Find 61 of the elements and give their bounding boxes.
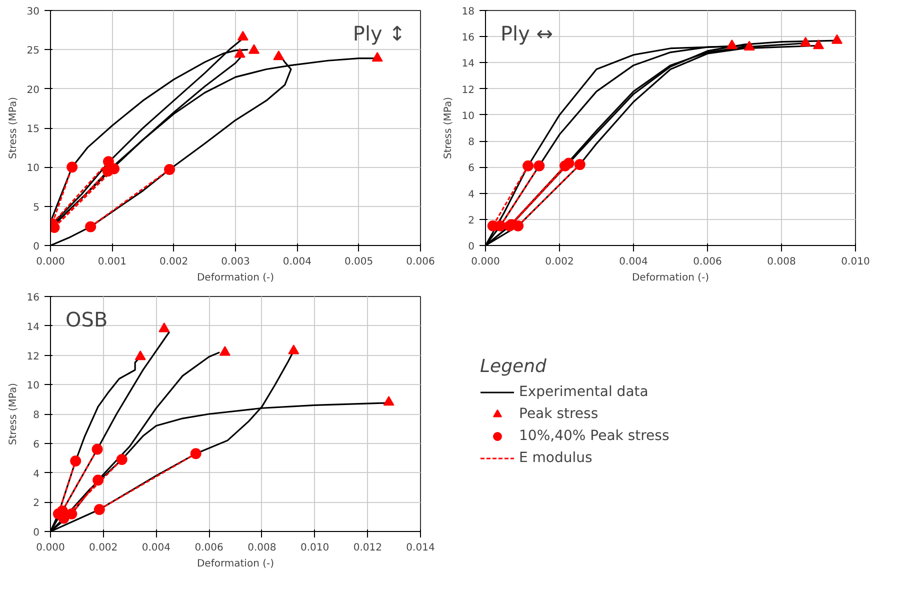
y-tick-label: 25 — [26, 46, 40, 57]
x-tick-label: 0.008 — [767, 256, 796, 268]
y-axis-title: Stress (MPa) — [442, 96, 454, 160]
y-tick-label: 6 — [468, 163, 475, 174]
x-tick-label: 0.004 — [282, 256, 312, 268]
x-axis-title: Deformation (-) — [196, 272, 274, 284]
annotation: OSB — [66, 308, 108, 332]
x-tick-label: 0.008 — [248, 542, 276, 554]
legend-label: Peak stress — [519, 406, 598, 422]
y-tick-label: 18 — [462, 6, 475, 18]
x-tick-label: 0.006 — [406, 256, 435, 268]
x-tick-label: 0.004 — [142, 542, 171, 554]
y-tick-label: 0 — [33, 528, 40, 538]
y-tick-label: 16 — [462, 32, 475, 44]
x-tick-label: 0.006 — [693, 256, 722, 268]
x-tick-label: 0.004 — [619, 256, 648, 268]
y-tick-label: 0 — [468, 242, 475, 252]
y-tick-label: 2 — [33, 498, 40, 510]
y-tick-label: 15 — [26, 124, 40, 135]
x-tick-label: 0.002 — [160, 256, 188, 268]
y-tick-label: 4 — [33, 468, 40, 480]
x-tick-label: 0.014 — [406, 542, 435, 554]
annotation: Ply ↕ — [352, 22, 406, 46]
y-axis-title: Stress (MPa) — [8, 96, 19, 160]
y-tick-label: 8 — [468, 137, 475, 148]
x-tick-label: 0.010 — [841, 256, 870, 268]
legend-title: Legend — [480, 356, 548, 377]
annotation: Ply ↔ — [500, 22, 554, 46]
x-axis-title: Deformation (-) — [196, 558, 274, 570]
legend-label: E modulus — [519, 450, 592, 466]
y-tick-label: 14 — [462, 58, 475, 70]
y-tick-label: 4 — [468, 189, 475, 200]
y-tick-label: 6 — [33, 439, 40, 450]
x-tick-label: 0.000 — [36, 256, 65, 268]
x-tick-label: 0.006 — [194, 542, 224, 554]
y-tick-label: 12 — [26, 351, 40, 362]
legend-label: Experimental data — [519, 384, 648, 400]
y-tick-label: 10 — [26, 163, 40, 174]
y-tick-label: 20 — [26, 84, 40, 96]
y-tick-label: 2 — [468, 215, 475, 226]
x-tick-label: 0.003 — [221, 256, 250, 268]
x-tick-label: 0.001 — [98, 256, 126, 268]
x-tick-label: 0.000 — [36, 542, 65, 554]
y-tick-label: 14 — [26, 322, 40, 333]
y-tick-label: 0 — [33, 242, 40, 252]
legend-label: 10%,40% Peak stress — [519, 428, 670, 444]
x-tick-label: 0.005 — [344, 256, 374, 268]
y-tick-label: 12 — [462, 84, 475, 96]
y-tick-label: 8 — [33, 410, 40, 421]
x-tick-label: 0.002 — [545, 256, 574, 268]
y-tick-label: 10 — [462, 110, 475, 122]
x-tick-label: 0.012 — [353, 542, 382, 554]
y-tick-label: 30 — [26, 6, 40, 18]
x-tick-label: 0.010 — [300, 542, 330, 554]
x-tick-label: 0.002 — [89, 542, 118, 554]
y-tick-label: 16 — [26, 292, 40, 304]
y-tick-label: 10 — [26, 380, 40, 392]
y-tick-label: 5 — [33, 202, 40, 214]
x-tick-label: 0.000 — [471, 256, 500, 268]
x-axis-title: Deformation (-) — [632, 272, 710, 284]
y-axis-title: Stress (MPa) — [8, 382, 19, 446]
